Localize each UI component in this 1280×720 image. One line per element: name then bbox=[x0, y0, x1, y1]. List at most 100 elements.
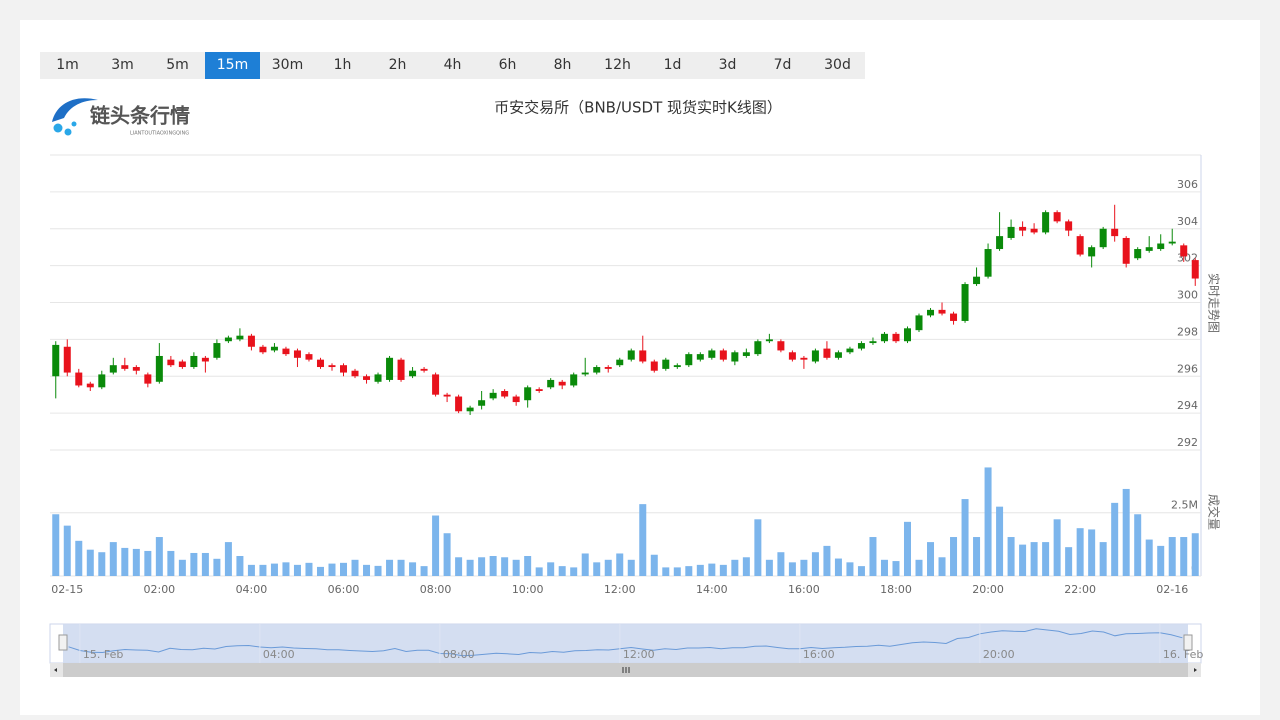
candle-body bbox=[765, 339, 773, 342]
x-tick-label: 20:00 bbox=[972, 583, 1004, 596]
navigator-handle[interactable] bbox=[58, 634, 68, 651]
logo-swoosh bbox=[52, 98, 98, 122]
candle-body bbox=[489, 392, 497, 399]
candle-body bbox=[823, 348, 831, 358]
range-button[interactable]: 12h bbox=[604, 57, 631, 73]
volume-bar bbox=[1145, 539, 1153, 576]
y-tick-label: 2.5M bbox=[1171, 499, 1198, 512]
volume-bar bbox=[673, 567, 681, 576]
volume-bar bbox=[581, 553, 589, 576]
candle-body bbox=[811, 350, 819, 362]
volume-bar bbox=[236, 556, 244, 576]
volume-bar bbox=[397, 559, 405, 576]
volume-bar bbox=[270, 563, 278, 576]
candle-body bbox=[501, 391, 509, 397]
volume-bar bbox=[616, 553, 624, 576]
volume-bar bbox=[777, 552, 785, 576]
candle-body bbox=[581, 372, 589, 375]
range-button[interactable]: 6h bbox=[498, 57, 517, 73]
volume-bar bbox=[1168, 537, 1176, 576]
range-button[interactable]: 3m bbox=[111, 57, 134, 73]
volume-bar bbox=[132, 548, 140, 576]
x-tick-label: 02-16 bbox=[1156, 583, 1188, 596]
y-tick-label: 300 bbox=[1177, 289, 1198, 302]
volume-bar bbox=[961, 499, 969, 576]
volume-bar bbox=[547, 562, 555, 576]
range-button[interactable]: 3d bbox=[718, 57, 737, 73]
candle-body bbox=[351, 370, 359, 377]
range-button[interactable]: 2h bbox=[388, 57, 407, 73]
candle-body bbox=[719, 350, 727, 360]
volume-bar bbox=[857, 566, 865, 576]
range-button[interactable]: 1h bbox=[333, 57, 352, 73]
navigator-label: 15. Feb bbox=[83, 648, 123, 661]
x-tick-label: 14:00 bbox=[696, 583, 728, 596]
candle-body bbox=[696, 354, 704, 360]
volume-bar bbox=[1030, 542, 1038, 576]
navigator-line bbox=[68, 628, 1183, 657]
volume-bar bbox=[627, 559, 635, 576]
range-button[interactable]: 5m bbox=[166, 57, 189, 73]
range-button[interactable]: 30m bbox=[271, 57, 304, 73]
candle-body bbox=[236, 335, 244, 340]
volume-bar bbox=[570, 567, 578, 576]
volume-bar bbox=[927, 542, 935, 576]
y-tick-label: 304 bbox=[1177, 215, 1198, 228]
candle-body bbox=[155, 355, 163, 382]
volume-bar bbox=[1157, 545, 1165, 576]
candle-body bbox=[1019, 226, 1027, 231]
candle-body bbox=[420, 368, 428, 371]
navigator-label: 20:00 bbox=[983, 648, 1015, 661]
volume-bar bbox=[535, 567, 543, 576]
volume-bar bbox=[489, 556, 497, 576]
volume-bar bbox=[719, 564, 727, 576]
candle-body bbox=[374, 374, 382, 382]
x-tick-label: 02:00 bbox=[143, 583, 175, 596]
volume-bar bbox=[604, 559, 612, 576]
candle-body bbox=[316, 359, 324, 368]
volume-bar bbox=[121, 547, 129, 576]
y-axis-title: 实时走势图 bbox=[1207, 273, 1222, 333]
candle-body bbox=[685, 354, 693, 366]
candle-body bbox=[466, 407, 474, 412]
candle-body bbox=[397, 359, 405, 380]
candle-body bbox=[777, 341, 785, 351]
range-button[interactable]: 8h bbox=[553, 57, 572, 73]
candle-body bbox=[535, 389, 543, 391]
chart-title: 币安交易所（BNB/USDT 现货实时K线图） bbox=[494, 99, 782, 117]
candle-body bbox=[432, 374, 440, 395]
volume-bar bbox=[1122, 488, 1130, 576]
candle-body bbox=[754, 341, 762, 355]
volume-bar bbox=[478, 557, 486, 576]
range-button[interactable]: 1d bbox=[663, 57, 682, 73]
candle-body bbox=[340, 365, 348, 373]
volume-bar bbox=[1111, 502, 1119, 576]
navigator-label: 12:00 bbox=[623, 648, 655, 661]
range-button[interactable]: 7d bbox=[773, 57, 792, 73]
candle-body bbox=[1065, 221, 1073, 231]
volume-bar bbox=[455, 557, 463, 576]
navigator-handle[interactable] bbox=[1183, 634, 1193, 651]
range-button[interactable]: 30d bbox=[824, 57, 851, 73]
candle-body bbox=[593, 367, 601, 373]
y-tick-label: 294 bbox=[1177, 399, 1198, 412]
volume-bar bbox=[351, 559, 359, 576]
candle-body bbox=[259, 346, 267, 353]
range-button[interactable]: 15m bbox=[205, 52, 260, 79]
candle-body bbox=[950, 313, 958, 321]
candle-body bbox=[1191, 260, 1199, 279]
volume-bar bbox=[512, 559, 520, 576]
candle-body bbox=[363, 376, 371, 380]
volume-bar bbox=[409, 562, 417, 576]
candle-body bbox=[880, 333, 888, 342]
range-button[interactable]: 1m bbox=[56, 57, 79, 73]
candle-body bbox=[132, 367, 140, 371]
range-button[interactable]: 4h bbox=[443, 57, 462, 73]
volume-axis-title: 成交量 bbox=[1207, 494, 1222, 530]
volume-bar bbox=[501, 557, 509, 576]
volume-bar bbox=[363, 564, 371, 576]
volume-bar bbox=[593, 562, 601, 576]
volume-bar bbox=[708, 563, 716, 576]
